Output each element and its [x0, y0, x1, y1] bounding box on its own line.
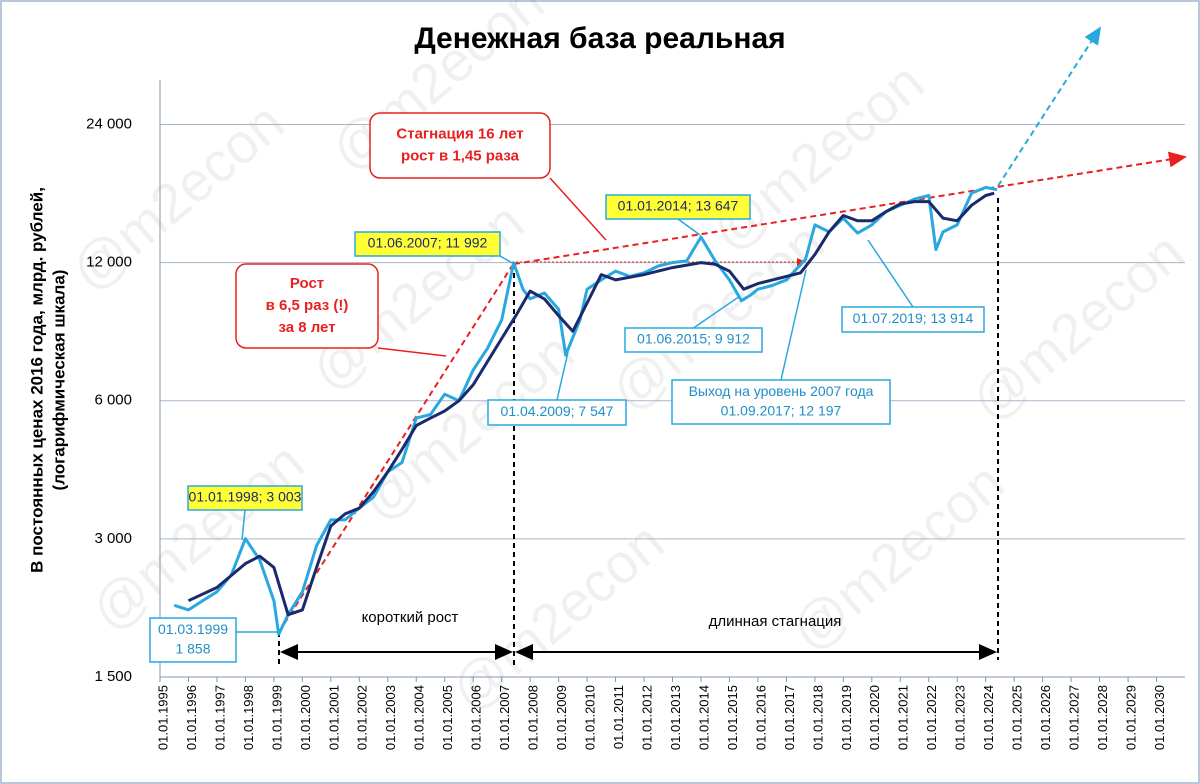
callout-box — [671, 379, 891, 425]
leader-line — [677, 218, 701, 236]
chart-title: Денежная база реальная — [414, 22, 785, 55]
x-tick-label: 01.01.2019 — [839, 685, 854, 750]
trend-stagnation — [513, 151, 1187, 265]
x-tick-label: 01.01.2029 — [1123, 685, 1138, 750]
x-tick-label: 01.01.1997 — [212, 685, 227, 750]
callout-text: 01.04.2009; 7 547 — [501, 403, 614, 419]
callout-text: в 6,5 раз (!) — [266, 297, 349, 314]
callout-text: 01.07.2019; 13 914 — [853, 310, 974, 326]
trend-growth — [278, 265, 513, 633]
leader-line — [549, 177, 607, 241]
x-tick-label: 01.01.2008 — [526, 685, 541, 750]
callout-text: 01.03.1999 — [158, 621, 228, 637]
y-tick-label: 3 000 — [94, 530, 132, 547]
leader-line — [377, 347, 447, 357]
callout-text: 01.06.2007; 11 992 — [368, 235, 488, 251]
callout-text: 01.06.2015; 9 912 — [637, 331, 750, 347]
x-tick-label: 01.01.2005 — [440, 685, 455, 750]
grid: 1 500 3 000 6 000 12 000 24 000 01.01.1995 01.… — [86, 115, 1185, 750]
x-tick-label: 01.01.2003 — [383, 685, 398, 750]
leader-line — [693, 295, 741, 329]
x-tick-label: 01.01.2028 — [1095, 685, 1110, 750]
x-tick-label: 01.01.2002 — [355, 685, 370, 750]
callout-text: 01.01.1998; 3 003 — [189, 489, 302, 505]
x-tick-label: 01.01.1998 — [241, 685, 256, 750]
x-tick-label: 01.01.2009 — [554, 685, 569, 750]
callout-box — [149, 617, 237, 663]
callout-text: рост в 1,45 раза — [401, 147, 520, 164]
x-tick-label: 01.01.2006 — [469, 685, 484, 750]
plot — [173, 185, 998, 636]
x-tick-label: 01.01.2025 — [1010, 685, 1025, 750]
callout-text: за 8 лет — [278, 319, 335, 336]
x-tick-label: 01.01.2030 — [1152, 685, 1167, 750]
y-tick-label: 24 000 — [86, 115, 132, 132]
callout-text: 01.01.2014; 13 647 — [618, 198, 739, 214]
annotations: 01.01.1998; 3 003 01.03.1999 1 858 01.06.20… — [149, 112, 985, 663]
x-tick-label: 01.01.2014 — [696, 685, 711, 750]
x-tick-label: 01.01.1995 — [155, 685, 170, 750]
callout-text: Рост — [290, 275, 324, 292]
y-tick-label: 1 500 — [94, 668, 132, 685]
x-tick-label: 01.01.2007 — [497, 685, 512, 750]
leader-line — [780, 269, 807, 381]
x-tick-label: 01.01.2027 — [1067, 685, 1082, 750]
y-axis-label: В постоянных ценах 2016 года, млрд. рубл… — [27, 187, 46, 573]
x-tick-label: 01.01.2023 — [953, 685, 968, 750]
x-tick-label: 01.01.2012 — [639, 685, 654, 750]
x-tick-label: 01.01.2011 — [611, 685, 626, 749]
x-tick-label: 01.01.2021 — [896, 685, 911, 750]
x-tick-label: 01.01.2016 — [753, 685, 768, 750]
x-tick-label: 01.01.2018 — [810, 685, 825, 750]
callout-box — [354, 231, 501, 257]
x-tick-label: 01.01.2013 — [668, 685, 683, 750]
callout-box — [624, 327, 763, 353]
callout-text: 1 858 — [175, 640, 210, 656]
x-tick-label: 01.01.1999 — [269, 685, 284, 750]
callout-box — [487, 399, 627, 426]
y-tick-label: 12 000 — [86, 254, 132, 271]
period-label: длинная стагнация — [709, 613, 842, 630]
x-tick-label: 01.01.2004 — [412, 685, 427, 750]
x-tick-label: 01.01.2017 — [782, 685, 797, 750]
x-tick-label: 01.01.1996 — [184, 685, 199, 750]
period-label: короткий рост — [362, 609, 459, 626]
callout-box — [841, 306, 985, 333]
x-tick-label: 01.01.2000 — [298, 685, 313, 750]
y-axis-label: (логарифмическая шкала) — [49, 270, 68, 491]
callout-text: Выход на уровень 2007 года — [689, 383, 874, 399]
series-line — [173, 185, 998, 636]
callout-box — [369, 112, 551, 179]
leader-line — [241, 509, 246, 541]
x-tick-label: 01.01.2024 — [981, 685, 996, 750]
x-tick-label: 01.01.2010 — [583, 685, 598, 750]
leader-line — [867, 239, 914, 308]
trend-blue — [997, 26, 1102, 187]
x-tick-label: 01.01.2015 — [725, 685, 740, 750]
leader-line — [556, 351, 569, 401]
callout-box — [235, 263, 379, 349]
x-tick-label: 01.01.2026 — [1038, 685, 1053, 750]
callout-text: 01.09.2017; 12 197 — [721, 402, 842, 418]
series-line — [187, 191, 995, 617]
leader-line — [499, 255, 515, 265]
x-tick-label: 01.01.2001 — [326, 685, 341, 750]
x-tick-label: 01.01.2020 — [867, 685, 882, 750]
y-tick-label: 6 000 — [94, 392, 132, 409]
callout-box — [187, 485, 303, 511]
x-tick-label: 01.01.2022 — [924, 685, 939, 750]
callout-box — [605, 194, 751, 220]
callout-text: Стагнация 16 лет — [396, 125, 523, 142]
